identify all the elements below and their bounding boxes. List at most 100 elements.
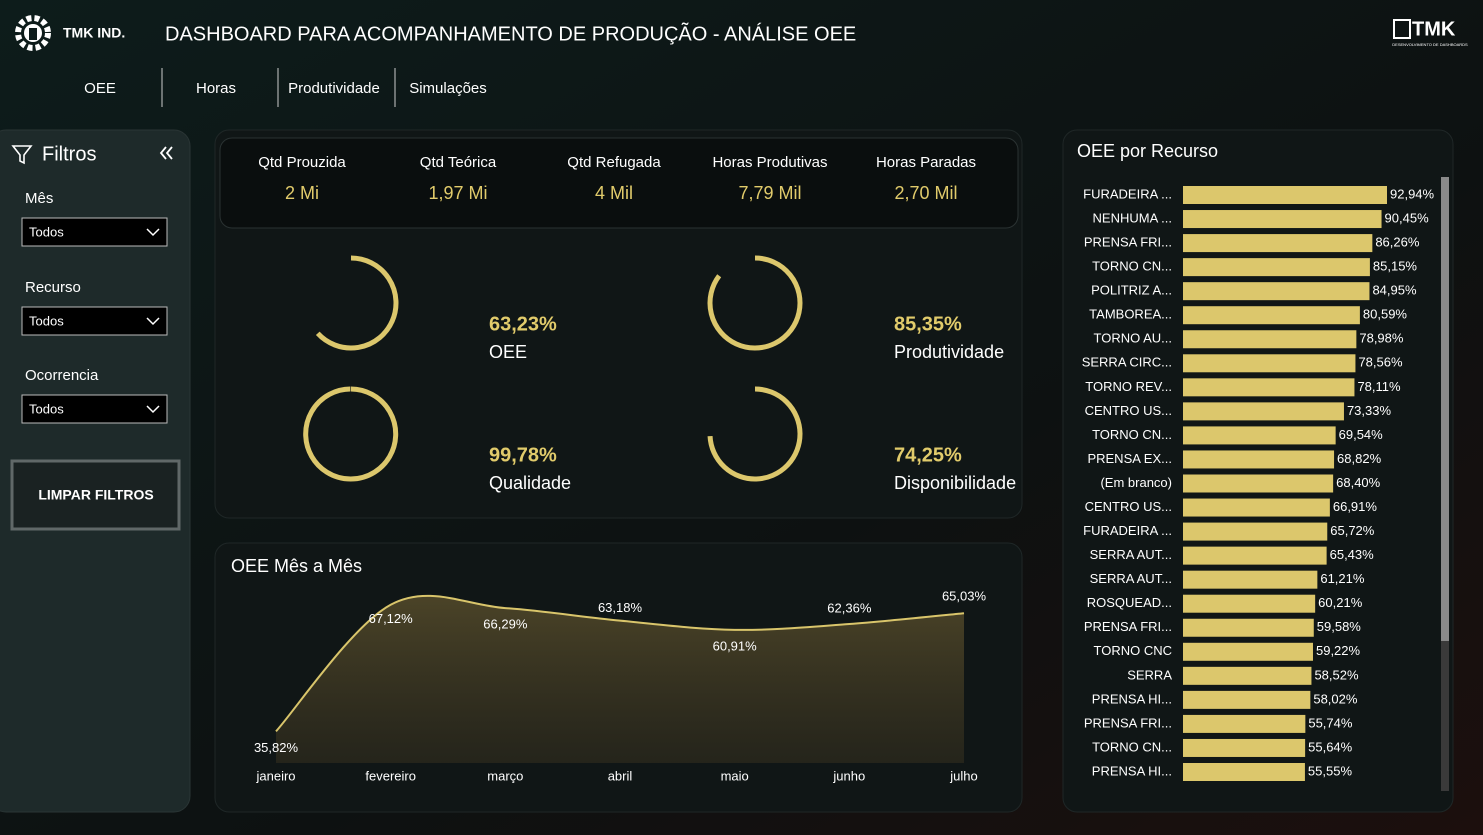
- scrollbar-thumb[interactable]: [1441, 177, 1449, 641]
- data-label: 78,11%: [1357, 379, 1401, 394]
- filter-title: Filtros: [42, 143, 96, 165]
- data-label: 63,18%: [598, 600, 643, 615]
- button-label[interactable]: LIMPAR FILTROS: [38, 487, 153, 503]
- y-tick-label: SERRA CIRC...: [1082, 355, 1172, 370]
- x-tick-label: junho: [832, 768, 865, 783]
- x-tick-label: maio: [721, 768, 749, 783]
- y-tick-label: TORNO CN...: [1092, 259, 1172, 274]
- nav-tab[interactable]: Produtividade: [288, 80, 380, 97]
- bar: [1183, 666, 1312, 685]
- line: [275, 594, 965, 733]
- x-tick-label: julho: [949, 768, 977, 783]
- data-label: 55,64%: [1308, 739, 1353, 754]
- data-label: 85,15%: [1373, 259, 1418, 274]
- x-tick-label: janeiro: [255, 768, 295, 783]
- gauge-value: 63,23%: [489, 313, 557, 335]
- kpi-card: [219, 137, 1019, 229]
- nav-tab[interactable]: OEE: [84, 80, 116, 97]
- gauge-label: OEE: [489, 342, 527, 362]
- dropdown-arrow[interactable]: [146, 405, 160, 414]
- kpi-value: 2 Mi: [285, 183, 319, 203]
- x-tick-label: fevereiro: [365, 768, 416, 783]
- gauge-label: Produtividade: [894, 342, 1004, 362]
- data-label: 78,56%: [1358, 355, 1403, 370]
- dropdown-value[interactable]: Todos: [29, 313, 64, 328]
- y-tick-label: CENTRO US...: [1085, 403, 1172, 418]
- y-tick-label: PRENSA FRI...: [1084, 235, 1172, 250]
- nav-tab[interactable]: Simulações: [409, 80, 487, 97]
- logo: TMK: [1412, 18, 1456, 40]
- y-tick-label: SERRA AUT...: [1090, 571, 1172, 586]
- kpi-value: 7,79 Mil: [738, 183, 801, 203]
- bar: [1183, 690, 1311, 709]
- data-label: 92,94%: [1390, 186, 1435, 201]
- y-tick-label: TAMBOREA...: [1089, 307, 1172, 322]
- bar: [1183, 546, 1327, 565]
- dropdown[interactable]: [21, 217, 168, 247]
- kpi-label: Qtd Teórica: [420, 154, 497, 171]
- bar: [1183, 402, 1344, 421]
- y-tick-label: PRENSA HI...: [1092, 691, 1172, 706]
- y-tick-label: FURADEIRA ...: [1083, 186, 1172, 201]
- gauge-arc: [707, 386, 803, 482]
- bar: [1183, 282, 1370, 301]
- data-label: 61,21%: [1320, 571, 1365, 586]
- kpi-label: Qtd Refugada: [567, 154, 661, 171]
- dropdown-value[interactable]: Todos: [29, 401, 64, 416]
- gauge-arc: [315, 255, 399, 351]
- bar: [1183, 306, 1360, 325]
- gauge-label: Disponibilidade: [894, 473, 1016, 493]
- filter-label: Ocorrencia: [25, 367, 99, 384]
- y-tick-label: CENTRO US...: [1085, 499, 1172, 514]
- data-label: 68,82%: [1337, 451, 1382, 466]
- data-label: 59,58%: [1317, 619, 1362, 634]
- y-tick-label: (Em branco): [1100, 475, 1172, 490]
- data-label: 69,54%: [1339, 427, 1384, 442]
- data-label: 68,40%: [1336, 475, 1381, 490]
- data-label: 55,74%: [1308, 715, 1353, 730]
- y-tick-label: PRENSA FRI...: [1084, 619, 1172, 634]
- clear-filters-button[interactable]: [10, 459, 181, 531]
- dropdown-arrow[interactable]: [146, 228, 160, 237]
- y-tick-label: SERRA AUT...: [1090, 547, 1172, 562]
- dropdown[interactable]: [21, 306, 168, 336]
- kpi-label: Horas Paradas: [876, 154, 976, 171]
- filter-label: Mês: [25, 190, 53, 207]
- data-label: 65,43%: [1330, 547, 1375, 562]
- data-label: 67,12%: [369, 611, 414, 626]
- data-label: 55,55%: [1308, 763, 1353, 778]
- y-tick-label: TORNO AU...: [1094, 331, 1173, 346]
- dropdown-value[interactable]: Todos: [29, 224, 64, 239]
- kpi-value: 4 Mil: [595, 183, 633, 203]
- bar: [1183, 330, 1357, 349]
- bar: [1183, 618, 1314, 637]
- brand: TMK IND.: [63, 25, 125, 41]
- collapse-icon[interactable]: [159, 146, 173, 160]
- x-tick-label: março: [487, 768, 523, 783]
- gauge-value: 85,35%: [894, 313, 962, 335]
- bar: [1183, 474, 1334, 493]
- bar: [1183, 258, 1370, 277]
- y-tick-label: PRENSA HI...: [1092, 763, 1172, 778]
- nav-tab[interactable]: Horas: [196, 80, 236, 97]
- data-label: 65,03%: [942, 589, 987, 604]
- bar: [1183, 594, 1316, 613]
- gauge-arc: [707, 255, 803, 351]
- dropdown-arrow[interactable]: [146, 317, 160, 326]
- gauge-value: 74,25%: [894, 444, 962, 466]
- y-tick-label: TORNO REV...: [1085, 379, 1172, 394]
- data-label: 58,02%: [1313, 691, 1358, 706]
- data-label: 80,59%: [1363, 307, 1408, 322]
- logo-subtitle: DESENVOLVIMENTO DE DASHBOARDS: [1392, 42, 1468, 47]
- bar-chart-panel: [1062, 129, 1454, 813]
- y-tick-label: SERRA: [1127, 667, 1172, 682]
- data-label: 58,52%: [1314, 667, 1359, 682]
- dropdown[interactable]: [21, 394, 168, 424]
- bar: [1183, 426, 1336, 445]
- line-area: [276, 595, 964, 763]
- data-label: 59,22%: [1316, 643, 1361, 658]
- filter-icon: [11, 145, 33, 165]
- bar: [1183, 763, 1305, 781]
- gauge-label: Qualidade: [489, 473, 571, 493]
